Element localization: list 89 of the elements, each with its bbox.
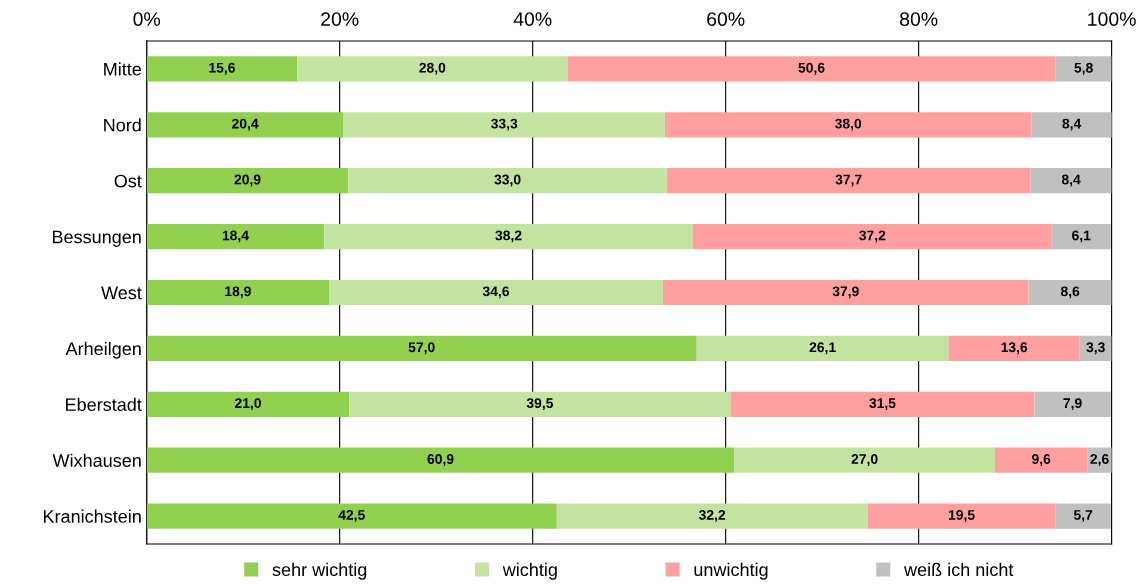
text: 28,0 bbox=[419, 62, 446, 75]
text: 60,9 bbox=[427, 454, 454, 466]
y-tick-label: Arheilgen bbox=[65, 341, 141, 359]
bar bbox=[146, 335, 697, 361]
text: 20,4 bbox=[232, 118, 259, 131]
bar bbox=[696, 335, 949, 361]
text: 15,6 bbox=[209, 62, 235, 75]
bar bbox=[734, 447, 995, 473]
text: 5,7 bbox=[1073, 510, 1093, 522]
text: 50,6 bbox=[798, 62, 825, 75]
y-tick-label: Ost bbox=[114, 174, 142, 188]
text: 57,0 bbox=[408, 342, 435, 355]
bar bbox=[994, 447, 1088, 473]
legend-label: sehr wichtig bbox=[272, 562, 367, 580]
bar bbox=[343, 112, 665, 138]
y-tick-label: Mitte bbox=[104, 62, 142, 76]
bar bbox=[146, 112, 344, 138]
bar bbox=[146, 447, 735, 473]
text: 13,6 bbox=[1001, 342, 1028, 355]
bar bbox=[1031, 112, 1112, 138]
bar bbox=[1055, 56, 1112, 82]
legend-label: wichtig bbox=[502, 562, 557, 580]
text: 31,5 bbox=[869, 398, 896, 411]
bar bbox=[692, 224, 1052, 250]
x-tick-label: 0% bbox=[133, 12, 161, 26]
text: 38,0 bbox=[835, 118, 862, 131]
bar bbox=[1030, 168, 1112, 194]
text: 42,5 bbox=[338, 509, 365, 522]
y-tick-label: West bbox=[101, 286, 142, 300]
bar bbox=[664, 112, 1032, 138]
text: 8,4 bbox=[1061, 174, 1081, 187]
x-tick-label: 60% bbox=[707, 12, 745, 26]
y-tick-label: Bessungen bbox=[52, 230, 141, 247]
bar bbox=[297, 56, 568, 82]
legend-label: unwichtig bbox=[694, 562, 768, 580]
bar bbox=[666, 168, 1031, 194]
text: 18,4 bbox=[222, 230, 249, 243]
x-tick-label: 40% bbox=[513, 12, 552, 26]
bar bbox=[1034, 391, 1111, 417]
legend-label: weiß ich nicht bbox=[904, 562, 1014, 577]
bar bbox=[146, 503, 557, 529]
bar bbox=[146, 224, 325, 250]
text: 33,3 bbox=[491, 118, 518, 131]
x-tick-label: 100% bbox=[1088, 12, 1136, 26]
text: 37,9 bbox=[832, 286, 859, 299]
text: 6,1 bbox=[1072, 230, 1091, 243]
text: 7,9 bbox=[1063, 398, 1082, 411]
y-tick-label: Nord bbox=[104, 118, 141, 132]
bar bbox=[556, 503, 868, 529]
text: 39,5 bbox=[526, 398, 554, 411]
text: 32,2 bbox=[698, 509, 726, 522]
text: 3,3 bbox=[1086, 342, 1105, 355]
x-tick-label: 80% bbox=[900, 12, 938, 26]
text: 38,2 bbox=[495, 230, 522, 243]
text: 21,0 bbox=[234, 398, 261, 411]
bar bbox=[948, 335, 1080, 361]
text: 5,8 bbox=[1074, 62, 1093, 75]
bar bbox=[349, 391, 731, 417]
y-tick-label: Eberstadt bbox=[66, 397, 142, 412]
y-tick-label: Kranichstein bbox=[43, 509, 141, 523]
text: 8,4 bbox=[1062, 118, 1082, 131]
bar bbox=[867, 503, 1056, 529]
bar bbox=[1051, 224, 1111, 250]
text: 8,6 bbox=[1060, 286, 1080, 299]
bar bbox=[146, 56, 298, 82]
bar bbox=[1055, 503, 1111, 529]
bar bbox=[146, 391, 350, 417]
bar bbox=[348, 168, 667, 194]
bar bbox=[324, 224, 693, 250]
text: 2,6 bbox=[1090, 454, 1109, 466]
text: 33,0 bbox=[494, 174, 521, 187]
text: 20,9 bbox=[234, 174, 261, 187]
text: 37,7 bbox=[835, 174, 862, 187]
x-tick-label: 20% bbox=[321, 12, 359, 26]
y-tick-label: Wixhausen bbox=[52, 453, 141, 467]
bar bbox=[567, 56, 1056, 82]
bar bbox=[146, 279, 330, 306]
text: 37,2 bbox=[859, 230, 886, 243]
bar bbox=[730, 391, 1035, 417]
text: 27,0 bbox=[851, 454, 878, 466]
bar bbox=[662, 279, 1029, 306]
text: 18,9 bbox=[225, 286, 251, 299]
text: 26,1 bbox=[809, 342, 836, 355]
bar bbox=[146, 168, 349, 194]
text: 9,6 bbox=[1032, 454, 1051, 466]
bar bbox=[1028, 279, 1112, 306]
bar bbox=[329, 279, 663, 306]
text: 19,5 bbox=[948, 509, 975, 522]
text: 34,6 bbox=[482, 286, 510, 299]
